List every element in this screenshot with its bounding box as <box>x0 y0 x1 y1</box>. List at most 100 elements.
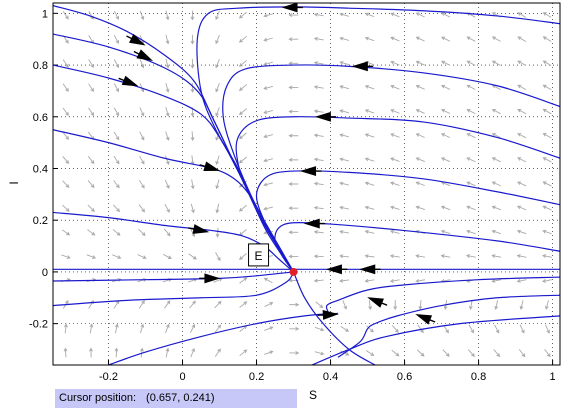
field-arrow <box>516 254 527 258</box>
field-arrow <box>542 12 552 18</box>
field-arrow <box>313 109 324 114</box>
field-arrow <box>214 324 222 333</box>
field-arrow <box>139 131 145 141</box>
field-arrow <box>339 157 349 162</box>
field-arrow <box>366 325 374 333</box>
trajectory-arrow <box>351 61 374 72</box>
field-arrow <box>264 326 274 331</box>
field-arrow <box>442 349 450 357</box>
field-arrow <box>313 181 324 186</box>
field-arrow <box>112 229 121 236</box>
field-arrow <box>238 11 247 19</box>
field-arrow <box>190 10 195 21</box>
field-arrow <box>364 133 375 138</box>
field-arrow <box>62 83 69 92</box>
field-arrow <box>544 300 549 310</box>
field-arrow <box>417 324 424 334</box>
field-arrow <box>214 300 222 309</box>
field-arrow <box>214 348 221 357</box>
field-arrow <box>164 300 171 309</box>
field-arrow <box>364 12 375 18</box>
field-arrow <box>441 109 451 114</box>
field-arrow <box>313 278 324 283</box>
field-arrow <box>517 133 527 139</box>
field-arrow <box>441 12 451 18</box>
field-arrow <box>391 325 399 333</box>
field-arrow <box>189 323 196 334</box>
field-arrow <box>137 254 147 259</box>
field-arrow <box>165 58 170 69</box>
field-arrow <box>61 254 71 259</box>
field-arrow <box>263 85 273 90</box>
field-arrow <box>389 254 400 259</box>
field-arrow <box>190 203 195 214</box>
trajectory-arrow <box>314 111 337 122</box>
field-arrow <box>62 59 69 68</box>
x-tick-label: -0.2 <box>99 371 118 383</box>
field-arrow <box>62 156 70 165</box>
field-arrow <box>517 60 527 66</box>
field-arrow <box>364 181 375 186</box>
field-arrow <box>364 229 375 234</box>
field-arrow <box>112 254 122 259</box>
field-arrow <box>339 85 349 90</box>
field-arrow <box>517 181 527 187</box>
field-arrow <box>87 180 95 189</box>
field-arrow <box>313 205 324 210</box>
field-arrow <box>190 347 195 358</box>
field-arrow <box>313 157 324 162</box>
field-arrow <box>314 326 325 332</box>
field-arrow <box>542 229 552 235</box>
field-arrow <box>288 13 299 17</box>
field-arrow <box>190 179 195 190</box>
field-arrow <box>313 61 324 65</box>
y-axis-label: I <box>7 181 21 184</box>
field-arrow <box>468 324 475 334</box>
x-tick-label: 0.2 <box>249 371 264 383</box>
field-arrow <box>139 155 145 165</box>
field-arrow <box>215 179 220 190</box>
field-arrow <box>164 203 170 213</box>
cursor-position-value: (0.657, 0.241) <box>146 392 215 404</box>
field-arrow <box>339 181 350 186</box>
field-arrow <box>264 302 274 308</box>
field-arrow <box>238 35 247 43</box>
field-arrow <box>390 12 400 18</box>
field-arrow <box>239 349 248 357</box>
field-arrow <box>288 133 299 138</box>
field-arrow <box>390 36 400 42</box>
field-arrow <box>62 107 69 116</box>
field-arrow <box>491 205 501 211</box>
field-arrow <box>62 180 70 188</box>
field-arrow <box>238 108 247 116</box>
field-arrow <box>138 300 145 309</box>
field-arrow <box>415 157 425 162</box>
field-arrow <box>165 34 170 45</box>
y-tick-labels: -0.2 0 0.2 0.4 0.6 0.8 1 <box>29 8 48 330</box>
field-arrow <box>215 107 220 117</box>
field-arrow <box>466 181 476 187</box>
field-arrow <box>440 229 451 235</box>
field-arrow <box>440 205 451 211</box>
field-arrow <box>61 229 71 236</box>
field-arrow <box>542 108 552 115</box>
field-arrow <box>365 350 375 356</box>
field-arrow <box>238 156 247 164</box>
field-arrow <box>339 205 350 210</box>
x-axis-label: S <box>309 388 317 402</box>
field-arrow <box>517 84 527 91</box>
field-arrow <box>339 230 350 234</box>
field-arrow <box>263 158 273 163</box>
field-arrow <box>215 58 220 69</box>
field-arrow <box>491 181 501 187</box>
cursor-position-label: Cursor position: <box>59 392 137 404</box>
field-arrow <box>441 60 451 66</box>
field-arrow <box>415 133 425 138</box>
field-arrow <box>288 37 299 42</box>
field-arrow <box>138 204 146 213</box>
equilibrium-point[interactable] <box>289 267 298 276</box>
field-arrow <box>415 254 426 258</box>
field-arrow <box>263 206 273 211</box>
y-tick-label: 0.6 <box>33 112 48 124</box>
